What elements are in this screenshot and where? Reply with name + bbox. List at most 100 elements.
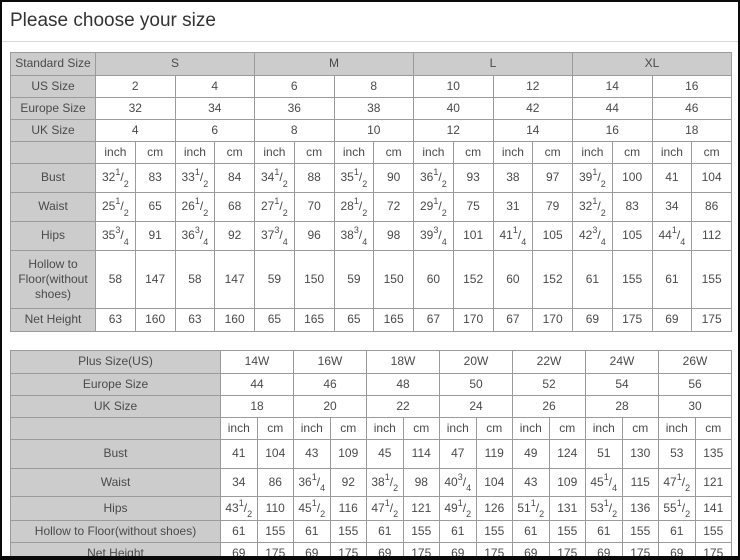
uk-size-cell: 8: [254, 118, 335, 142]
unit-header-cell: cm: [548, 416, 586, 440]
hollow-to-floor-cell: 59: [333, 249, 375, 309]
bust-cell: 41: [651, 162, 693, 193]
europe-size-cell: 52: [512, 372, 586, 396]
hips-cell: 411/4: [492, 220, 534, 251]
hollow-to-floor-cell: 152: [452, 249, 494, 309]
europe-size-cell: 38: [333, 96, 414, 120]
row-label-hips: Hips: [10, 220, 96, 251]
uk-size-cell: 18: [651, 118, 732, 142]
europe-size-cell: 48: [366, 372, 440, 396]
row-label-bust: Bust: [10, 438, 221, 469]
unit-header-cell: cm: [293, 140, 335, 164]
plus-size-cell: 20W: [439, 349, 513, 374]
hollow-to-floor-cell: 155: [402, 519, 440, 543]
waist-cell: 109: [548, 467, 586, 497]
uk-size-cell: 28: [585, 394, 659, 418]
hips-cell: 105: [611, 220, 653, 251]
hollow-to-floor-cell: 61: [439, 519, 477, 543]
us-size-cell: 8: [333, 74, 414, 98]
table-row-standard-sizes: Standard Size S M L XL: [10, 51, 732, 76]
row-label-uk-size: UK Size: [10, 394, 221, 418]
hips-cell: 116: [329, 495, 367, 521]
us-size-cell: 10: [413, 74, 494, 98]
uk-size-cell: 26: [512, 394, 586, 418]
row-label-net-height: Net Height: [10, 307, 96, 332]
table-row-net-height: Net Height 69 175 69 175 69 175 69 175 69 175 69 17…: [10, 541, 732, 556]
waist-cell: 43: [512, 467, 550, 497]
hips-cell: 141: [694, 495, 732, 521]
hips-cell: 353/4: [95, 220, 136, 251]
row-label-us-size: US Size: [10, 74, 96, 98]
table-row-europe-size: Europe Size 44 46 48 50 52 54 56: [10, 372, 732, 396]
us-size-cell: 6: [254, 74, 335, 98]
unit-header-cell: inch: [366, 416, 404, 440]
net-height-cell: 69: [220, 541, 258, 556]
net-height-cell: 175: [694, 541, 732, 556]
row-label-europe-size: Europe Size: [10, 372, 221, 396]
hollow-to-floor-cell: 155: [621, 519, 659, 543]
net-height-cell: 165: [373, 307, 414, 332]
unit-header-cell: cm: [134, 140, 176, 164]
bust-cell: 88: [293, 162, 335, 193]
size-group-header-cell: M: [254, 51, 414, 76]
unit-header-cell: inch: [658, 416, 696, 440]
table-row-uk-size: UK Size 18 20 22 24 26 28 30: [10, 394, 732, 418]
europe-size-cell: 32: [95, 96, 176, 120]
waist-cell: 86: [691, 191, 732, 222]
plus-size-table: Plus Size(US) 14W 16W 18W 20W 22W 24W 26W Euro…: [10, 349, 732, 556]
us-size-cell: 4: [174, 74, 255, 98]
bust-cell: 361/2: [413, 162, 454, 193]
net-height-cell: 175: [256, 541, 294, 556]
plus-size-cell: 18W: [366, 349, 440, 374]
hollow-to-floor-cell: 147: [134, 249, 176, 309]
waist-cell: 451/4: [585, 467, 623, 497]
europe-size-cell: 50: [439, 372, 513, 396]
hips-cell: 98: [373, 220, 414, 251]
waist-cell: 79: [532, 191, 573, 222]
hollow-to-floor-cell: 61: [585, 519, 623, 543]
table-row-bust: Bust 321/2 83 331/2 84 341/2 88 351/2 90 361/2 93…: [10, 162, 732, 193]
row-label-europe-size: Europe Size: [10, 96, 96, 120]
bust-cell: 119: [475, 438, 513, 469]
unit-header-cell: inch: [254, 140, 295, 164]
table-row-net-height: Net Height 63 160 63 160 65 165 65 165 67 170 67 17…: [10, 307, 732, 332]
waist-cell: 291/2: [413, 191, 454, 222]
uk-size-cell: 14: [492, 118, 573, 142]
europe-size-cell: 54: [585, 372, 659, 396]
unit-header-cell: cm: [329, 416, 367, 440]
row-label-standard-size: Standard Size: [10, 51, 96, 76]
waist-cell: 34: [220, 467, 258, 497]
net-height-cell: 67: [413, 307, 454, 332]
hollow-to-floor-cell: 61: [220, 519, 258, 543]
hips-cell: 511/2: [512, 495, 550, 521]
bust-cell: 83: [134, 162, 176, 193]
hips-cell: 441/4: [651, 220, 693, 251]
uk-size-cell: 30: [658, 394, 732, 418]
bust-cell: 124: [548, 438, 586, 469]
europe-size-cell: 36: [254, 96, 335, 120]
bust-cell: 104: [691, 162, 732, 193]
waist-cell: 68: [214, 191, 255, 222]
net-height-cell: 165: [293, 307, 335, 332]
hips-cell: 551/2: [658, 495, 696, 521]
bust-cell: 341/2: [254, 162, 295, 193]
standard-size-table: Standard Size S M L XL US Size 2 4 6 8 10 12 14 16…: [10, 51, 732, 332]
bust-cell: 130: [621, 438, 659, 469]
row-label-hips: Hips: [10, 495, 221, 521]
unit-header-cell: cm: [256, 416, 294, 440]
unit-header-cell: cm: [475, 416, 513, 440]
waist-cell: 75: [452, 191, 494, 222]
waist-cell: 34: [651, 191, 693, 222]
europe-size-cell: 44: [572, 96, 653, 120]
unit-header-cell: inch: [651, 140, 693, 164]
waist-cell: 361/4: [293, 467, 331, 497]
europe-size-cell: 40: [413, 96, 494, 120]
hollow-to-floor-cell: 61: [572, 249, 613, 309]
unit-header-cell: cm: [452, 140, 494, 164]
net-height-cell: 175: [329, 541, 367, 556]
net-height-cell: 69: [585, 541, 623, 556]
hollow-to-floor-cell: 59: [254, 249, 295, 309]
waist-cell: 115: [621, 467, 659, 497]
waist-cell: 471/2: [658, 467, 696, 497]
